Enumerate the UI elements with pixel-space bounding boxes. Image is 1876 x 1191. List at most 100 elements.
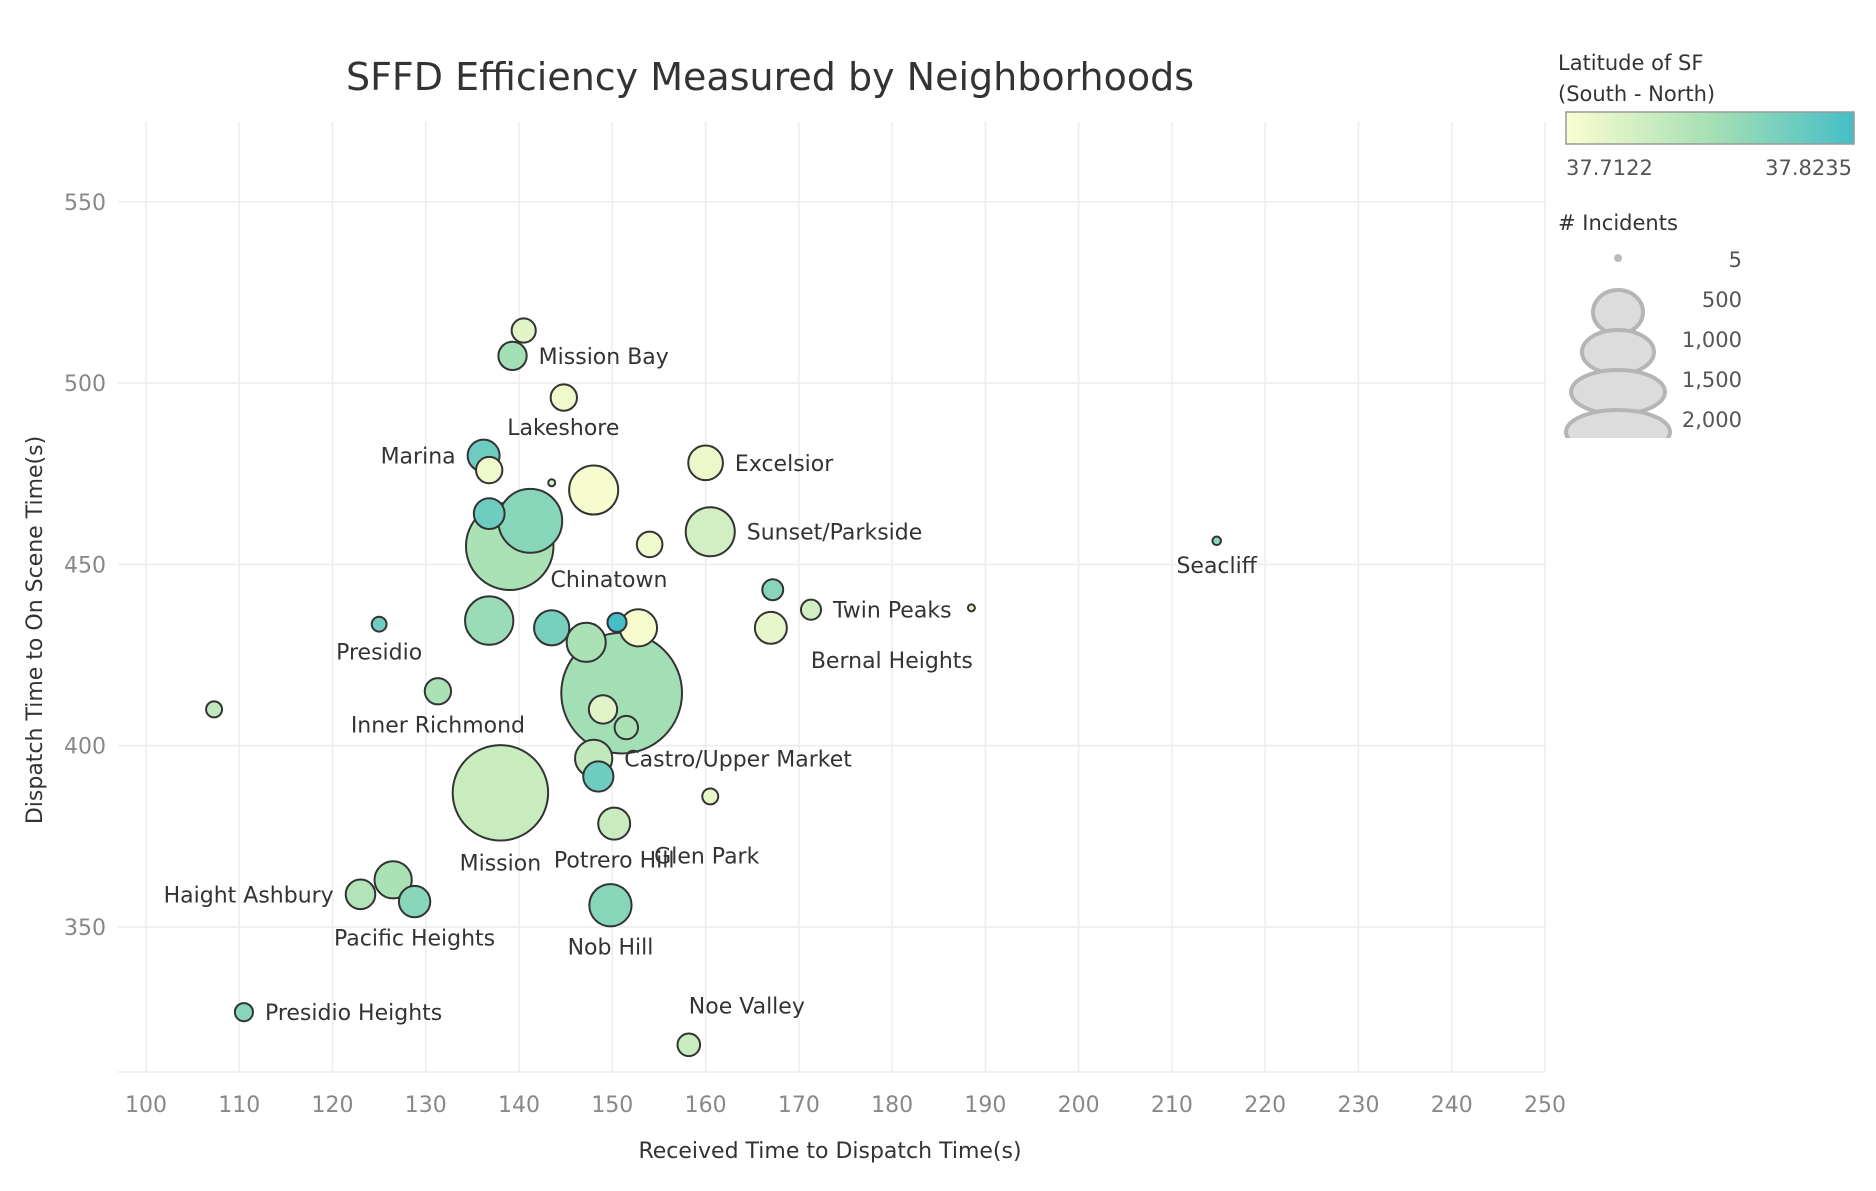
x-tick-label: 240 xyxy=(1431,1093,1473,1118)
x-tick-label: 230 xyxy=(1337,1093,1379,1118)
data-point xyxy=(373,860,413,900)
data-point xyxy=(533,609,571,647)
y-tick-label: 450 xyxy=(64,553,106,578)
x-axis-label: Received Time to Dispatch Time(s) xyxy=(638,1139,1021,1164)
x-tick-label: 130 xyxy=(405,1093,447,1118)
point-labels: Mission Bay Lakeshore Marina Excelsior Sunse… xyxy=(164,345,1258,1026)
color-legend-gradient xyxy=(1565,111,1855,145)
x-tick-label: 100 xyxy=(125,1093,167,1118)
point-label: Inner Richmond xyxy=(351,713,525,738)
data-point xyxy=(205,700,224,719)
size-legend-swatch xyxy=(1580,328,1656,376)
data-point xyxy=(451,744,550,842)
data-point xyxy=(370,615,388,633)
data-point xyxy=(423,677,453,706)
y-tick-label: 550 xyxy=(64,191,106,216)
point-label: Sunset/Parkside xyxy=(747,521,923,546)
x-tick-label: 200 xyxy=(1058,1093,1100,1118)
data-point xyxy=(687,444,724,482)
point-label: Excelsior xyxy=(735,452,834,477)
point-label: Mission xyxy=(460,852,542,877)
data-point xyxy=(597,806,632,841)
size-legend-label: 2,000 xyxy=(1682,408,1742,432)
data-point xyxy=(587,694,619,725)
data-point xyxy=(397,884,432,919)
size-legend-title: # Incidents xyxy=(1558,211,1678,235)
data-point xyxy=(761,578,785,602)
x-tick-label: 210 xyxy=(1151,1093,1193,1118)
size-legend-label: 5 xyxy=(1729,248,1742,272)
data-point xyxy=(233,1002,254,1023)
data-point xyxy=(635,530,664,559)
data-point xyxy=(588,883,633,928)
size-legend-clip xyxy=(1550,438,1770,478)
legend: Latitude of SF (South - North) 37.7122 3… xyxy=(1550,51,1855,478)
data-point xyxy=(497,487,564,554)
point-label: Glen Park xyxy=(654,845,759,870)
gridlines xyxy=(118,122,1546,1073)
point-label: Mission Bay xyxy=(539,345,669,370)
size-legend-label: 1,500 xyxy=(1682,368,1742,392)
x-tick-label: 180 xyxy=(871,1093,913,1118)
data-points xyxy=(205,317,1222,1058)
data-point xyxy=(464,595,515,646)
data-point xyxy=(613,714,640,741)
color-legend-max-label: 37.8235 xyxy=(1765,156,1852,180)
data-point xyxy=(568,464,620,516)
point-label: Potrero Hill xyxy=(554,849,675,874)
data-point xyxy=(684,506,736,558)
color-legend-min-label: 37.7122 xyxy=(1566,156,1653,180)
data-point xyxy=(475,455,504,485)
data-point xyxy=(1211,535,1222,547)
data-point xyxy=(753,610,788,645)
size-legend-label: 1,000 xyxy=(1682,328,1742,352)
color-legend-title-line1: Latitude of SF xyxy=(1558,51,1703,75)
point-label: Seacliff xyxy=(1176,554,1257,579)
x-tick-label: 250 xyxy=(1524,1093,1566,1118)
size-legend-swatch xyxy=(1569,368,1667,416)
data-point xyxy=(966,603,976,613)
point-label: Twin Peaks xyxy=(832,599,952,624)
point-label: Haight Ashbury xyxy=(164,883,334,908)
data-point xyxy=(510,317,537,344)
data-point xyxy=(565,621,607,663)
data-point xyxy=(549,383,578,412)
data-point xyxy=(799,598,822,621)
x-tick-label: 170 xyxy=(778,1093,820,1118)
data-point xyxy=(701,787,720,806)
chart-title: SFFD Efficiency Measured by Neighborhood… xyxy=(346,55,1194,99)
x-tick-label: 220 xyxy=(1244,1093,1286,1118)
size-legend-label: 500 xyxy=(1702,288,1742,312)
y-tick-label: 500 xyxy=(64,372,106,397)
color-legend-title-line2: (South - North) xyxy=(1558,82,1715,106)
point-label: Bernal Heights xyxy=(811,649,973,674)
size-legend-swatch xyxy=(1591,288,1645,336)
data-point xyxy=(497,340,528,372)
size-legend: 5 500 1,000 1,500 2,000 xyxy=(1550,248,1770,478)
point-label: Pacific Heights xyxy=(334,926,495,951)
point-label: Noe Valley xyxy=(689,995,805,1020)
axis-ticks: 100 110 120 130 140 150 160 170 180 190 200 210 220 2… xyxy=(64,191,1566,1118)
x-tick-label: 190 xyxy=(964,1093,1006,1118)
x-tick-label: 150 xyxy=(591,1093,633,1118)
point-label: Lakeshore xyxy=(507,416,619,441)
data-point xyxy=(582,760,615,793)
x-tick-label: 160 xyxy=(685,1093,727,1118)
point-label: Castro/Upper Market xyxy=(624,747,852,772)
data-point xyxy=(676,1032,702,1058)
y-tick-label: 400 xyxy=(64,735,106,760)
data-point xyxy=(344,878,377,911)
y-axis-label: Dispatch Time to On Scene Time(s) xyxy=(23,436,48,824)
x-tick-label: 110 xyxy=(218,1093,260,1118)
x-tick-label: 120 xyxy=(312,1093,354,1118)
point-label: Presidio Heights xyxy=(265,1001,442,1026)
y-tick-label: 350 xyxy=(64,916,106,941)
size-legend-swatch xyxy=(1614,254,1622,262)
data-point xyxy=(606,611,628,633)
point-label: Chinatown xyxy=(551,568,668,593)
point-label: Marina xyxy=(381,445,456,470)
point-label: Nob Hill xyxy=(568,935,654,960)
data-point xyxy=(472,497,506,530)
data-point xyxy=(547,478,557,488)
